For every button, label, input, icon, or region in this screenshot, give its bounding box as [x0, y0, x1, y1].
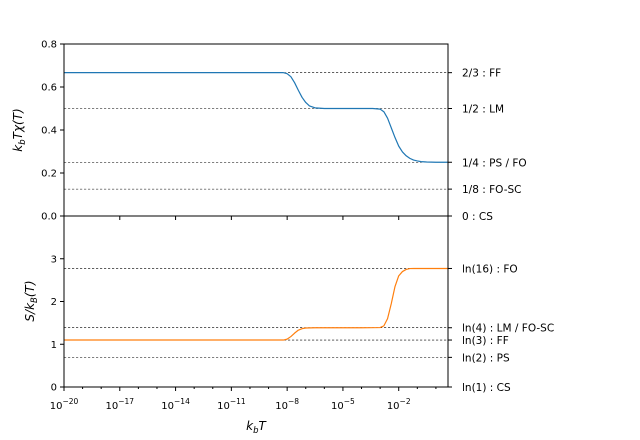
plot-frame — [63, 215, 449, 388]
y-tick-label: 0.4 — [41, 126, 57, 137]
y-tick-label: 0.0 — [41, 212, 57, 223]
y-tick-label: 0.6 — [41, 83, 57, 94]
reference-label: 1/8 : FO-SC — [462, 184, 522, 196]
y-tick-label: 1 — [51, 340, 57, 351]
y-axis-label-chi: kbTχ(T) — [11, 108, 28, 151]
x-axis-label: kbT — [246, 419, 267, 436]
reference-label: ln(1) : CS — [462, 382, 511, 394]
reference-label: ln(16) : FO — [462, 263, 518, 275]
x-tick-label: 10−8 — [275, 397, 299, 412]
shared-x-axis: 10−20 10−17 10−14 10−11 10−8 10−5 10−2 kbT — [50, 216, 437, 436]
x-tick-label: 10−11 — [217, 397, 246, 412]
y-tick-label: 2 — [51, 297, 57, 308]
x-tick-label: 10−20 — [50, 397, 79, 412]
x-tick-label: 10−14 — [161, 397, 190, 412]
x-tick-label: 10−5 — [331, 397, 355, 412]
reference-label: ln(3) : FF — [462, 335, 509, 347]
series-line-chi — [64, 72, 448, 163]
reference-label: ln(4) : LM / FO-SC — [462, 323, 554, 335]
y-tick-label: 0.2 — [41, 169, 57, 180]
x-tick-label: 10−17 — [106, 397, 135, 412]
reference-label: 1/2 : LM — [462, 104, 504, 116]
reference-label: 0 : CS — [462, 211, 493, 223]
x-tick-label: 10−2 — [387, 397, 411, 412]
plot-frame — [63, 43, 449, 217]
y-axis-label-entropy: S/kB(T) — [23, 280, 40, 321]
y-tick-label: 0.8 — [41, 40, 57, 51]
panel-susceptibility: 2/3 : FF 1/2 : LM 1/4 : PS / FO 1/8 : FO-SC… — [11, 40, 527, 224]
reference-label: 2/3 : FF — [462, 68, 501, 80]
reference-label: 1/4 : PS / FO — [462, 157, 527, 169]
series-line-entropy — [64, 267, 448, 341]
y-tick-label: 3 — [51, 254, 57, 265]
y-tick-label: 0 — [51, 383, 57, 394]
reference-label: ln(2) : PS — [462, 352, 510, 364]
